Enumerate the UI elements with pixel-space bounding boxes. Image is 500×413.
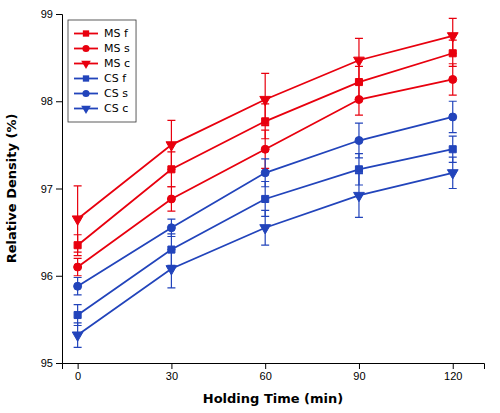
chart: 0 30 60 90 120 95 96 97 98 99 MS f MS s MS c CS f CS s… (0, 0, 500, 413)
marker (72, 216, 83, 225)
x-axis: 0 30 60 90 120 (63, 363, 485, 382)
marker (260, 96, 271, 105)
series (72, 157, 458, 347)
marker (261, 145, 269, 153)
legend-item: MS s (74, 42, 130, 55)
tick-mark (56, 14, 62, 15)
line (78, 117, 453, 286)
marker (167, 195, 175, 203)
legend-marker (83, 75, 89, 81)
legend-label: MS c (104, 57, 130, 70)
background (0, 0, 500, 413)
marker (262, 195, 269, 202)
marker (74, 282, 82, 290)
legend-marker (82, 90, 89, 97)
legend-label: MS f (104, 27, 129, 40)
marker (355, 166, 362, 173)
legend-label: CS f (104, 72, 127, 85)
tick-label: 97 (41, 183, 53, 195)
tick: 96 (41, 270, 62, 282)
legend-marker (83, 30, 89, 36)
legend-marker (81, 61, 91, 69)
legend-frame (68, 20, 136, 122)
tick-mark (171, 363, 172, 369)
marker (260, 225, 271, 234)
marker (166, 142, 177, 151)
error-bar (449, 101, 457, 132)
y-axis-title: Relative Density (%) (4, 114, 19, 264)
line (78, 149, 453, 315)
marker (261, 169, 269, 177)
error-bar (167, 187, 175, 211)
error-bar (167, 219, 175, 236)
tick-mark (453, 363, 454, 369)
marker (355, 96, 363, 104)
tick-label: 0 (75, 370, 81, 382)
tick: 98 (41, 95, 62, 107)
marker (449, 146, 456, 153)
legend-item: MS c (74, 57, 130, 70)
tick-mark (56, 276, 62, 277)
plot: 0 30 60 90 120 95 96 97 98 99 MS f MS s MS c CS f CS s… (41, 8, 485, 382)
error-bar (261, 159, 269, 187)
error-bar (74, 277, 82, 294)
legend: MS f MS s MS c CS f CS s CS c (68, 20, 136, 122)
tick-mark (78, 363, 79, 369)
axis-line (56, 15, 63, 364)
marker (449, 113, 457, 121)
tick: 0 (75, 363, 81, 382)
tick-label: 96 (41, 270, 53, 282)
marker (355, 137, 363, 145)
line (78, 173, 453, 335)
marker (74, 263, 82, 271)
tick-mark (265, 363, 266, 369)
tick-label: 95 (41, 357, 53, 369)
error-bar (355, 123, 363, 158)
tick: 95 (41, 357, 62, 369)
tick-mark (56, 363, 62, 364)
legend-label: CS c (104, 102, 128, 115)
marker (354, 192, 365, 201)
legend-label: MS s (104, 42, 130, 55)
error-bar (74, 258, 82, 275)
tick: 97 (41, 183, 62, 195)
tick-label: 98 (41, 95, 53, 107)
tick-label: 30 (166, 370, 178, 382)
tick: 120 (444, 363, 462, 382)
tick-mark (359, 363, 360, 369)
legend-marker (81, 106, 91, 114)
tick-mark (56, 101, 62, 102)
y-axis: 95 96 97 98 99 (41, 8, 63, 369)
legend-marker (82, 45, 89, 52)
tick-label: 99 (41, 8, 53, 20)
marker (449, 75, 457, 83)
legend-item: CS f (74, 72, 127, 85)
tick-mark (56, 189, 62, 190)
axis-line (63, 364, 485, 370)
marker (166, 266, 177, 275)
tick-label: 60 (260, 370, 272, 382)
tick-label: 120 (444, 370, 462, 382)
tick: 90 (353, 363, 365, 382)
marker (447, 170, 458, 179)
marker (72, 332, 83, 341)
tick: 99 (41, 8, 62, 20)
tick: 30 (166, 363, 178, 382)
legend-item: CS c (74, 102, 128, 115)
x-axis-title: Holding Time (min) (203, 391, 343, 406)
marker (354, 57, 365, 66)
marker (167, 224, 175, 232)
legend-item: MS f (74, 27, 129, 40)
error-bar (449, 64, 457, 95)
error-bar (355, 84, 363, 115)
legend-label: CS s (104, 87, 128, 100)
marker (74, 311, 81, 318)
tick: 60 (260, 363, 272, 382)
series (74, 101, 457, 295)
tick-label: 90 (353, 370, 365, 382)
legend-item: CS s (74, 87, 128, 100)
marker (447, 33, 458, 42)
